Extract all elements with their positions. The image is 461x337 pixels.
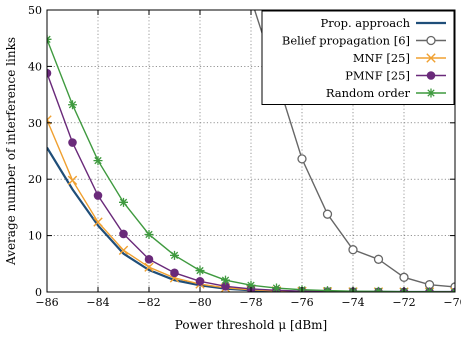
data-point	[69, 139, 77, 147]
data-point	[427, 72, 435, 80]
data-point	[349, 246, 357, 254]
data-point	[196, 266, 205, 275]
x-tick-label: −76	[290, 296, 313, 309]
data-point	[298, 155, 306, 163]
legend-label: Random order	[326, 86, 411, 100]
y-tick-label: 20	[28, 173, 42, 186]
data-point	[196, 277, 204, 285]
legend-label: MNF [25]	[353, 51, 410, 65]
x-tick-label: −74	[341, 296, 364, 309]
y-tick-label: 10	[28, 230, 42, 243]
data-point	[145, 230, 154, 239]
legend-label: Prop. approach	[320, 16, 410, 30]
data-point	[68, 100, 77, 109]
data-point	[272, 284, 281, 293]
data-point	[68, 176, 76, 184]
y-tick-label: 30	[28, 117, 42, 130]
data-point	[427, 89, 436, 98]
y-axis-label: Average number of interference links	[4, 37, 18, 266]
data-point	[145, 255, 153, 263]
x-tick-label: −82	[137, 296, 160, 309]
data-point	[171, 269, 179, 277]
data-point	[375, 255, 383, 263]
data-point	[324, 210, 332, 218]
y-tick-label: 50	[28, 4, 42, 17]
data-point	[400, 273, 408, 281]
data-point	[170, 251, 179, 260]
x-axis-label: Power threshold μ [dBm]	[175, 318, 327, 332]
x-tick-label: −78	[239, 296, 262, 309]
legend-label: Belief propagation [6]	[282, 34, 410, 48]
x-tick-label: −72	[392, 296, 415, 309]
data-point	[247, 0, 255, 3]
data-point	[94, 192, 102, 200]
x-tick-label: −80	[188, 296, 211, 309]
data-point	[427, 37, 435, 45]
data-point	[221, 276, 230, 285]
y-tick-label: 0	[35, 286, 42, 299]
data-point	[94, 156, 103, 165]
legend-label: PMNF [25]	[345, 69, 410, 83]
x-tick-label: −70	[443, 296, 461, 309]
data-point	[323, 286, 332, 295]
y-tick-label: 40	[28, 60, 42, 73]
data-point	[120, 230, 128, 238]
data-point	[119, 198, 128, 207]
data-point	[374, 287, 383, 296]
legend: Prop. approach Belief propagation [6] MNF …	[262, 11, 454, 105]
x-tick-label: −84	[86, 296, 109, 309]
